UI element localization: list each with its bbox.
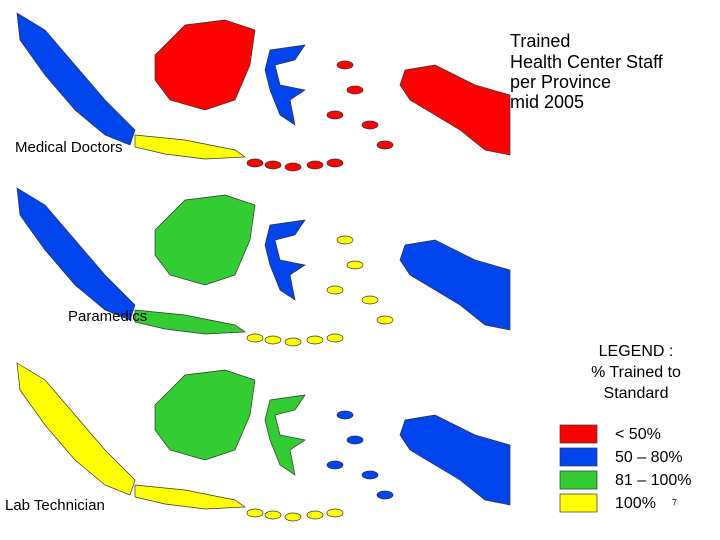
island [16,187,136,321]
title-line: Health Center Staff [510,52,664,72]
title: Trained Health Center Staff per Province… [510,31,664,112]
island [326,460,344,470]
island [326,333,344,343]
legend-swatch [559,493,598,513]
island [284,337,302,347]
island [264,510,282,520]
island [264,219,306,301]
island [306,335,324,345]
maps: Medical Doctors Paramedics Lab Technician [5,12,511,522]
island [326,110,344,120]
island [399,239,511,331]
island [346,435,364,445]
island [134,484,247,510]
island [361,295,379,305]
island [284,162,302,172]
island [336,410,354,420]
island [246,333,264,343]
island [336,60,354,70]
island [134,309,247,335]
island [264,160,282,170]
legend-swatch [559,447,598,467]
island [246,508,264,518]
legend-title: Standard [604,385,669,402]
legend-title: % Trained to [591,364,681,381]
legend: LEGEND : % Trained to Standard < 50% 50 –… [559,343,692,513]
legend-label: 81 – 100% [615,472,692,489]
legend-label: 100% [615,495,656,512]
map-label: Paramedics [68,308,147,325]
legend-items: < 50% 50 – 80% 81 – 100% 100% [559,424,692,513]
island [326,158,344,168]
island [399,64,511,156]
island [361,120,379,130]
island [134,134,247,160]
island [246,158,264,168]
island [346,85,364,95]
island [16,12,136,146]
map [16,187,511,347]
legend-swatch [559,424,598,444]
island [306,510,324,520]
island [284,512,302,522]
legend-title: LEGEND : [599,343,674,360]
island [306,160,324,170]
legend-swatch [559,470,598,490]
title-line: Trained [510,31,570,51]
island [399,414,511,506]
title-line: mid 2005 [510,92,584,112]
island [346,260,364,270]
legend-label: 50 – 80% [615,449,683,466]
island [361,470,379,480]
island [264,394,306,476]
map-label: Medical Doctors [15,139,123,156]
map [16,362,511,522]
island [154,19,256,111]
page-number: 7 [672,497,677,507]
island [154,369,256,461]
map-label: Lab Technician [5,497,105,514]
map [16,12,511,172]
island [376,315,394,325]
island [16,362,136,496]
island [376,140,394,150]
island [154,194,256,286]
island [326,508,344,518]
legend-label: < 50% [615,426,661,443]
island [264,44,306,126]
island [264,335,282,345]
island [376,490,394,500]
title-line: per Province [510,72,611,92]
island [336,235,354,245]
island [326,285,344,295]
